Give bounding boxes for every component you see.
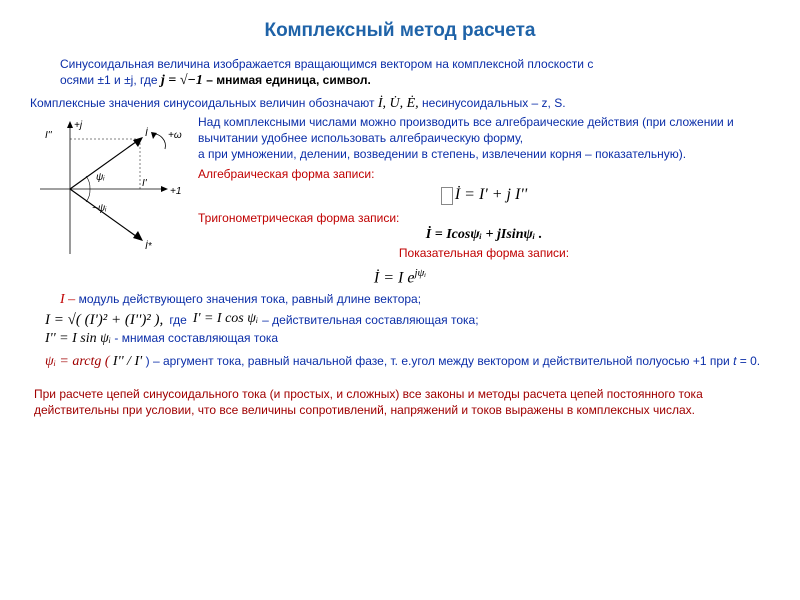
modulus-formula: I = √( (I')² + (I'')² ), bbox=[45, 310, 163, 330]
modulus-formula-row: I = √( (I')² + (I'')² ), где I' = I cos … bbox=[45, 310, 770, 330]
intro-text-b: осями ±1 и ±j, где bbox=[60, 73, 161, 87]
ops-text-a: Над комплексными числами можно производи… bbox=[198, 114, 770, 146]
intro-text-a: Синусоидальная величина изображается вра… bbox=[60, 57, 593, 71]
im-text: - мнимая составляющая тока bbox=[114, 331, 278, 345]
vector-diagram: I'' +j İ +ω ψᵢ I' +1 −ψᵢ İ* bbox=[30, 114, 190, 268]
svg-text:İ: İ bbox=[145, 127, 148, 139]
ops-text-b: а при умножении, делении, возведении в с… bbox=[198, 146, 770, 162]
exp-title: Показательная форма записи: bbox=[198, 245, 770, 261]
intro-text-c: – мнимая единица, символ. bbox=[206, 73, 371, 87]
arg-line: ψᵢ = arctg ( I'' / I' ) – аргумент тока,… bbox=[45, 353, 770, 372]
mid-row: I'' +j İ +ω ψᵢ I' +1 −ψᵢ İ* Над комплекс… bbox=[30, 114, 770, 268]
svg-text:I'': I'' bbox=[45, 130, 53, 141]
bottom-note: При расчете цепей синусоидального тока (… bbox=[34, 386, 766, 420]
exp-formula: İ = I ejψᵢ bbox=[30, 266, 770, 289]
algebraic-title: Алгебраическая форма записи: bbox=[198, 166, 770, 182]
svg-text:+ω: +ω bbox=[168, 130, 182, 141]
svg-text:+j: +j bbox=[74, 120, 83, 131]
intro-line1: Синусоидальная величина изображается вра… bbox=[60, 56, 770, 91]
svg-text:+1: +1 bbox=[170, 186, 181, 197]
algebraic-formula: İ = I' + j I'' bbox=[198, 184, 770, 206]
where-label: где bbox=[169, 312, 187, 328]
trig-formula: İ = Icosψᵢ + jIsinψᵢ . bbox=[198, 226, 770, 245]
notation-tail: несинусоидальных – z, S. bbox=[422, 96, 566, 110]
trig-title: Тригонометрическая форма записи: bbox=[198, 210, 770, 226]
svg-text:ψᵢ: ψᵢ bbox=[96, 172, 105, 183]
mid-text: Над комплексными числами можно производи… bbox=[198, 114, 770, 262]
im-line: I'' = I sin ψᵢ - мнимая составляющая ток… bbox=[45, 330, 770, 349]
arg-t: t bbox=[733, 354, 736, 368]
notation-text: Комплексные значения синусоидальных вели… bbox=[30, 96, 378, 110]
complex-plane-svg: I'' +j İ +ω ψᵢ I' +1 −ψᵢ İ* bbox=[30, 114, 190, 264]
arg-text: ) – аргумент тока, равный начальной фазе… bbox=[146, 354, 733, 368]
re-text: – действительная составляющая тока; bbox=[262, 312, 478, 328]
svg-text:I': I' bbox=[142, 178, 148, 189]
modulus-label: I – bbox=[60, 292, 79, 307]
arg-eq0: = 0. bbox=[740, 354, 760, 368]
modulus-text: модуль действующего значения тока, равны… bbox=[79, 292, 421, 306]
im-formula: I'' = I sin ψᵢ bbox=[45, 331, 111, 346]
notation-line: Комплексные значения синусоидальных вели… bbox=[30, 95, 770, 114]
modulus-line: I – модуль действующего значения тока, р… bbox=[60, 291, 770, 310]
notation-syms: İ, U̇, Ė, bbox=[378, 96, 419, 111]
svg-text:−ψᵢ: −ψᵢ bbox=[92, 203, 107, 214]
page-title: Комплексный метод расчета bbox=[30, 18, 770, 44]
formula-j: j = √−1 bbox=[161, 73, 203, 88]
arg-frac: I'' / I' bbox=[113, 354, 146, 369]
re-formula: I' = I cos ψᵢ bbox=[193, 310, 258, 329]
svg-text:İ*: İ* bbox=[145, 240, 153, 252]
arg-label: ψᵢ = arctg ( bbox=[45, 354, 110, 369]
